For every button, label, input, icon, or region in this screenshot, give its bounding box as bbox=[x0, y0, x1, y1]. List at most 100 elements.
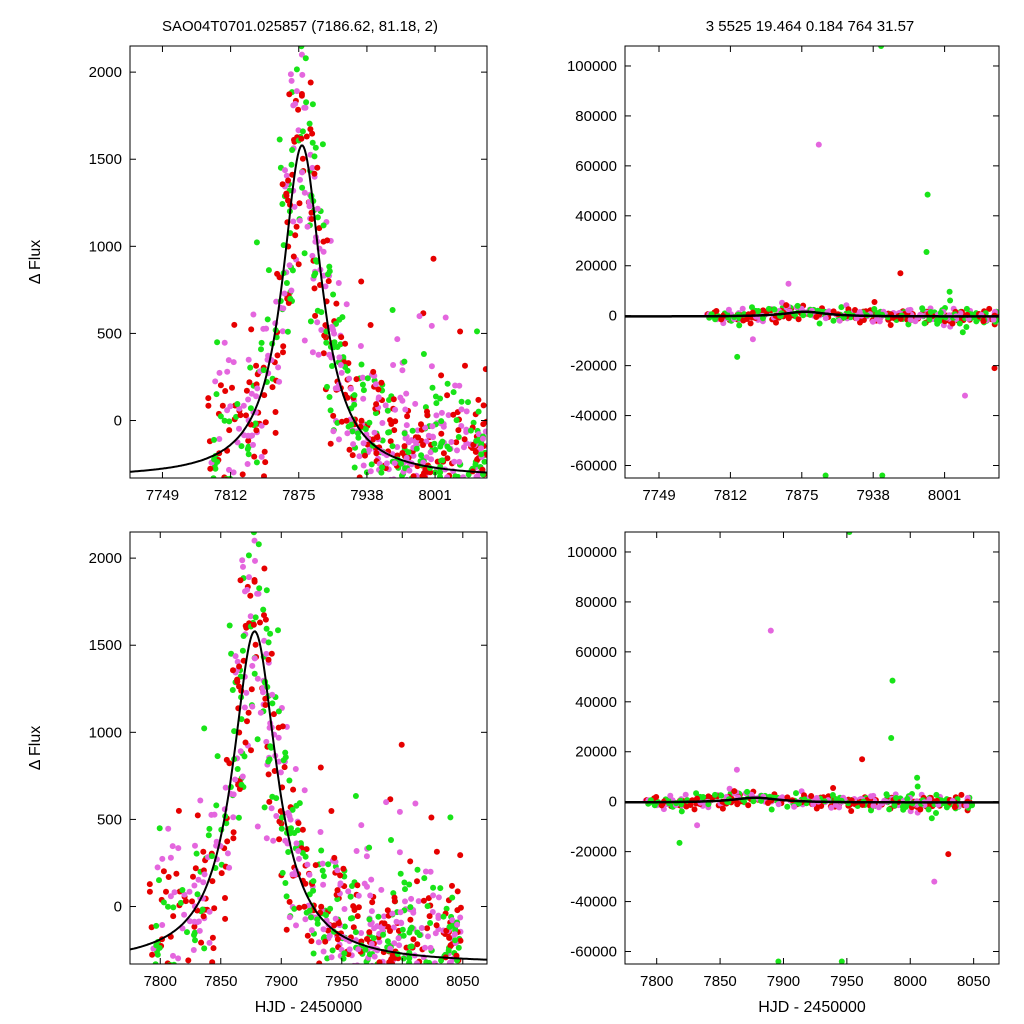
data-point bbox=[336, 354, 343, 361]
data-point bbox=[438, 372, 445, 379]
data-point bbox=[265, 656, 272, 663]
data-point bbox=[403, 487, 409, 493]
data-point bbox=[346, 375, 353, 382]
data-point bbox=[299, 155, 306, 162]
data-point bbox=[445, 503, 451, 509]
data-point bbox=[363, 971, 369, 977]
data-point bbox=[262, 695, 269, 702]
data-point bbox=[465, 471, 472, 478]
data-point bbox=[238, 781, 245, 788]
data-point bbox=[317, 764, 324, 771]
data-point bbox=[254, 823, 261, 830]
data-point bbox=[366, 916, 373, 923]
data-point bbox=[320, 873, 327, 880]
data-point bbox=[348, 385, 354, 392]
data-point bbox=[406, 881, 413, 888]
data-point bbox=[369, 899, 376, 906]
data-point bbox=[452, 937, 459, 944]
data-point bbox=[190, 947, 197, 953]
panel-top-right: 7749 7812 7875 7938 8001 -60000 -40000 -20000 0 2… bbox=[567, 45, 1000, 504]
data-point bbox=[258, 422, 265, 429]
outlier-point bbox=[889, 677, 896, 684]
data-point bbox=[287, 816, 294, 823]
data-point bbox=[437, 505, 443, 511]
data-point bbox=[482, 366, 487, 373]
data-point bbox=[651, 802, 658, 809]
y-tick-label: -60000 bbox=[570, 944, 617, 961]
data-point bbox=[297, 176, 303, 183]
x-tick-label: 8000 bbox=[386, 973, 419, 990]
data-point bbox=[331, 339, 338, 346]
data-point bbox=[415, 434, 422, 441]
data-point bbox=[412, 965, 418, 971]
data-point bbox=[337, 362, 344, 368]
data-point bbox=[444, 474, 451, 478]
data-point bbox=[406, 959, 413, 964]
data-point bbox=[389, 910, 396, 917]
data-point bbox=[252, 557, 258, 564]
plot-frame bbox=[129, 531, 488, 965]
data-point bbox=[253, 427, 260, 434]
data-point bbox=[373, 450, 380, 457]
data-point bbox=[269, 793, 276, 800]
data-point bbox=[388, 492, 394, 498]
data-point bbox=[213, 802, 220, 809]
data-point bbox=[828, 804, 835, 811]
data-point bbox=[251, 655, 258, 662]
data-point bbox=[307, 79, 314, 86]
data-point bbox=[426, 974, 432, 980]
data-point bbox=[312, 862, 319, 869]
data-point bbox=[265, 771, 272, 778]
data-point bbox=[412, 400, 419, 407]
data-point bbox=[311, 153, 318, 160]
outlier-point bbox=[846, 532, 853, 535]
data-point bbox=[438, 430, 445, 437]
data-point bbox=[387, 438, 394, 445]
data-point bbox=[362, 946, 369, 953]
y-tick-label: -40000 bbox=[570, 408, 617, 425]
data-point bbox=[943, 804, 950, 811]
data-point bbox=[247, 592, 254, 599]
data-point bbox=[247, 405, 254, 412]
data-point bbox=[405, 449, 412, 456]
y-tick-label: 1000 bbox=[89, 238, 122, 255]
data-point bbox=[303, 846, 310, 853]
data-point bbox=[350, 441, 357, 448]
data-point bbox=[229, 524, 235, 530]
data-point bbox=[473, 512, 479, 518]
data-point bbox=[745, 802, 752, 809]
data-point bbox=[255, 541, 262, 548]
data-point bbox=[378, 379, 385, 386]
data-point bbox=[250, 532, 257, 536]
data-point bbox=[420, 459, 427, 466]
data-point bbox=[236, 663, 243, 670]
data-point bbox=[301, 787, 308, 794]
data-point bbox=[365, 503, 371, 509]
data-point bbox=[341, 950, 348, 957]
data-point bbox=[349, 452, 356, 459]
data-point bbox=[475, 492, 481, 498]
data-point bbox=[262, 459, 269, 466]
data-point bbox=[403, 454, 410, 461]
data-point bbox=[963, 324, 970, 330]
data-point bbox=[445, 947, 452, 954]
data-point bbox=[373, 401, 380, 408]
data-point bbox=[387, 945, 394, 952]
x-tick-label: 7875 bbox=[785, 487, 818, 504]
y-tick-label: 60000 bbox=[575, 158, 617, 175]
data-point bbox=[401, 992, 407, 998]
data-point bbox=[392, 406, 399, 413]
data-point bbox=[251, 537, 258, 544]
data-point bbox=[314, 205, 321, 212]
data-point bbox=[921, 320, 928, 327]
data-point bbox=[261, 392, 268, 399]
data-point bbox=[156, 825, 163, 832]
data-point bbox=[355, 904, 362, 911]
data-point bbox=[205, 395, 212, 402]
data-point bbox=[452, 473, 459, 478]
outlier-point bbox=[931, 878, 938, 885]
data-point bbox=[351, 907, 358, 913]
data-point bbox=[451, 931, 458, 938]
data-point bbox=[396, 808, 403, 815]
data-point bbox=[423, 959, 430, 964]
